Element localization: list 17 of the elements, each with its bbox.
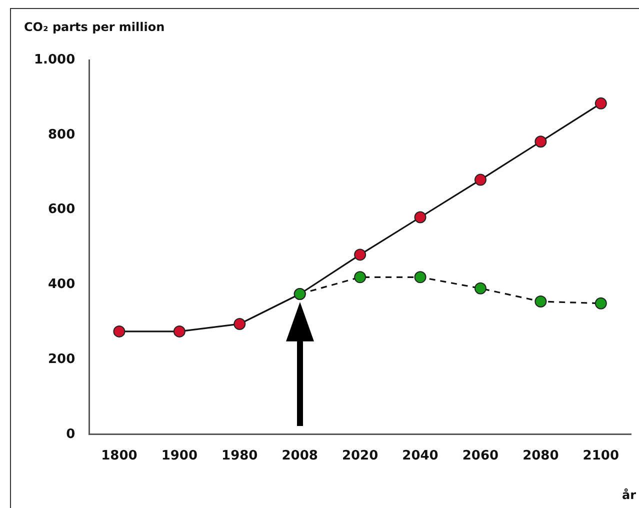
y-tick-label: 400 [48,277,76,292]
y-tick-label: 200 [48,352,76,367]
y-tick-label: 0 [66,426,76,442]
x-axis-title: år [622,488,636,502]
x-tick-label: 1800 [101,448,138,464]
x-tick-label: 2100 [582,448,619,464]
x-tick-label: 2040 [402,448,438,464]
x-tick-label: 2060 [462,448,499,464]
x-tick-label: 1980 [222,448,258,464]
y-tick-label: 800 [48,127,76,142]
x-tick-label: 2020 [342,448,378,464]
y-tick-label: 1.000 [34,52,76,68]
x-tick-label: 2008 [282,448,318,464]
y-axis-title: CO₂ parts per million [24,20,165,34]
x-tick-label: 2080 [522,448,559,464]
x-tick-label: 1900 [161,448,198,464]
y-tick-label: 600 [48,202,76,218]
